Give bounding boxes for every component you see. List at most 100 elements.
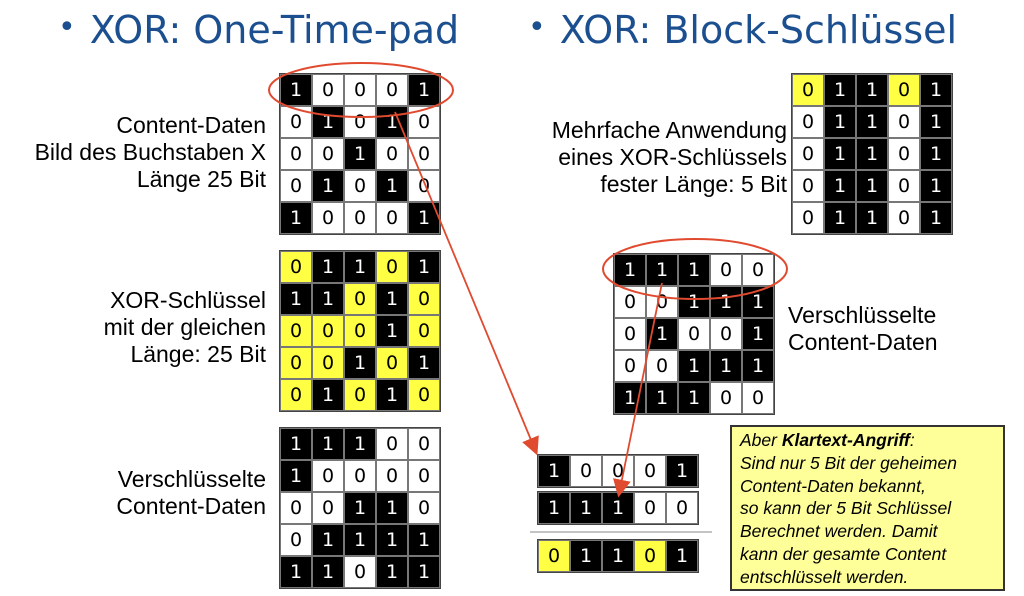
bit-cell: 0 [312, 492, 344, 524]
klartext-attack-note: Aber Klartext-Angriff: Sind nur 5 Bit de… [730, 425, 1005, 591]
bit-cell: 1 [856, 74, 888, 106]
bit-cell: 1 [824, 138, 856, 170]
label-line: Content-Daten [116, 493, 266, 519]
bit-cell: 1 [344, 524, 376, 556]
content-label: Content-Daten Bild des Buchstaben X Läng… [35, 112, 266, 193]
note-bold: Klartext-Angriff [781, 430, 910, 450]
bit-cell: 1 [742, 318, 774, 350]
bit-cell: 1 [344, 492, 376, 524]
bit-cell: 1 [742, 350, 774, 382]
bit-cell: 1 [920, 170, 952, 202]
bit-cell: 0 [888, 106, 920, 138]
bit-cell: 1 [538, 455, 570, 487]
bit-cell: 1 [312, 283, 344, 315]
bit-cell: 1 [824, 202, 856, 234]
note-suffix: : [909, 430, 915, 450]
bit-cell: 1 [376, 556, 408, 588]
bit-cell: 0 [614, 350, 646, 382]
bit-cell: 1 [376, 315, 408, 347]
otp-encrypted-label: Verschlüsselte Content-Daten [116, 466, 266, 520]
bit-cell: 1 [824, 106, 856, 138]
bit-cell: 1 [280, 460, 312, 492]
bit-cell: 0 [710, 254, 742, 286]
bit-cell: 0 [634, 492, 666, 524]
bit-cell: 1 [312, 251, 344, 283]
arrow-plain [394, 111, 539, 456]
note-line: Content-Daten bekannt, [740, 475, 926, 496]
label-line: Mehrfache Anwendung [551, 117, 787, 143]
bit-cell: 1 [856, 202, 888, 234]
title-text: XOR: One-Time-pad [89, 8, 460, 52]
bit-cell: 0 [376, 428, 408, 460]
title-text: XOR: Block-Schlüssel [559, 8, 958, 52]
arrow-cipher [613, 282, 663, 498]
bit-cell: 1 [646, 382, 678, 414]
bit-cell: 1 [614, 382, 646, 414]
bit-cell: 1 [280, 428, 312, 460]
bit-cell: 0 [408, 170, 440, 202]
label-line: eines XOR-Schlüssels [558, 144, 787, 170]
label-line: Länge 25 Bit [136, 166, 266, 192]
bit-cell: 1 [312, 428, 344, 460]
bit-cell: 1 [344, 428, 376, 460]
label-line: XOR-Schlüssel [110, 287, 266, 313]
bit-cell: 0 [344, 556, 376, 588]
bit-cell: 1 [408, 524, 440, 556]
bit-cell: 1 [614, 254, 646, 286]
bit-cell: 1 [376, 379, 408, 411]
bit-cell: 1 [666, 455, 698, 487]
bit-cell: 0 [666, 492, 698, 524]
bit-cell: 0 [280, 492, 312, 524]
bit-cell: 0 [408, 283, 440, 315]
bit-cell: 0 [376, 460, 408, 492]
bit-cell: 0 [710, 382, 742, 414]
bit-cell: 0 [280, 170, 312, 202]
bit-cell: 1 [920, 202, 952, 234]
bit-cell: 0 [280, 315, 312, 347]
bit-cell: 0 [408, 492, 440, 524]
bit-cell: 1 [570, 492, 602, 524]
note-heading: Aber Klartext-Angriff: [740, 429, 1003, 452]
label-line: Content-Daten [116, 112, 266, 138]
bit-cell: 1 [280, 283, 312, 315]
bit-cell: 1 [824, 170, 856, 202]
bit-cell: 0 [312, 460, 344, 492]
note-line: so kann der 5 Bit Schlüssel [740, 498, 952, 519]
bit-cell: 0 [376, 202, 408, 234]
bit-cell: 1 [312, 379, 344, 411]
bit-cell: 0 [792, 74, 824, 106]
bit-cell: 1 [312, 524, 344, 556]
label-line: Verschlüsselte [788, 302, 937, 328]
bit-cell: 0 [376, 74, 408, 106]
bit-cell: 1 [376, 170, 408, 202]
bit-cell: 0 [280, 379, 312, 411]
bit-cell: 0 [376, 251, 408, 283]
bit-cell: 0 [678, 318, 710, 350]
bit-cell: 1 [280, 74, 312, 106]
bit-cell: 1 [824, 74, 856, 106]
bit-cell: 1 [646, 254, 678, 286]
bit-cell: 0 [280, 524, 312, 556]
bit-cell: 0 [614, 318, 646, 350]
bit-cell: 1 [678, 350, 710, 382]
bullet-icon: • [58, 10, 76, 45]
block-key-label: Mehrfache Anwendung eines XOR-Schlüssels… [552, 117, 787, 198]
bit-cell: 0 [888, 138, 920, 170]
bit-cell: 0 [312, 138, 344, 170]
highlight-ellipse-content [268, 62, 454, 118]
bit-cell: 0 [646, 350, 678, 382]
note-line: Sind nur 5 Bit der geheimen [740, 452, 957, 473]
bit-cell: 0 [792, 170, 824, 202]
bit-cell: 1 [856, 170, 888, 202]
bit-cell: 0 [344, 170, 376, 202]
bit-cell: 1 [344, 251, 376, 283]
bullet-icon: • [528, 10, 546, 45]
bit-cell: 1 [856, 138, 888, 170]
bit-cell: 0 [344, 460, 376, 492]
bit-cell: 1 [678, 254, 710, 286]
